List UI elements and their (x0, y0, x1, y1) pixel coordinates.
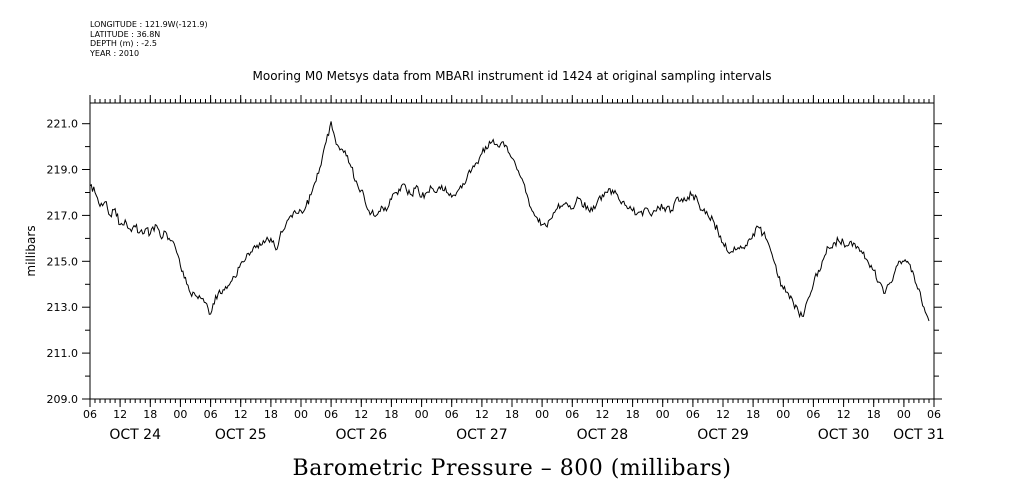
chart-caption: Barometric Pressure – 800 (millibars) (293, 456, 732, 481)
x-hour-label: 18 (867, 408, 881, 421)
x-hour-label: 12 (837, 408, 851, 421)
y-tick-label: 209.0 (47, 393, 79, 406)
depth-text: DEPTH (m) : -2.5 (90, 39, 157, 49)
x-day-label: OCT 27 (456, 427, 508, 443)
x-day-label: OCT 30 (818, 427, 870, 443)
y-tick-label: 211.0 (47, 347, 79, 360)
x-hour-label: 12 (475, 408, 489, 421)
longitude-text: LONGITUDE : 121.9W(-121.9) (90, 20, 208, 29)
x-day-label: OCT 29 (697, 427, 749, 443)
y-tick-label: 217.0 (47, 209, 79, 222)
x-hour-label: 00 (656, 408, 670, 421)
pressure-series-line (89, 121, 930, 322)
x-hour-label: 00 (776, 408, 790, 421)
x-day-label: OCT 24 (109, 427, 161, 443)
x-hour-label: 06 (445, 408, 459, 421)
latitude-text: LATITUDE : 36.8N (90, 29, 161, 39)
minor-ticks (89, 99, 935, 403)
x-hour-label: 06 (686, 408, 700, 421)
y-tick-label: 221.0 (47, 118, 79, 131)
x-hour-label: 18 (746, 408, 760, 421)
y-tick-label: 213.0 (47, 301, 79, 314)
x-hour-label: 06 (565, 408, 579, 421)
x-hour-label: 00 (173, 408, 187, 421)
x-hour-label: 12 (595, 408, 609, 421)
x-hour-label: 18 (384, 408, 398, 421)
x-hour-label: 06 (83, 408, 97, 421)
x-hour-label: 18 (505, 408, 519, 421)
x-hour-label: 00 (897, 408, 911, 421)
x-hour-label: 12 (716, 408, 730, 421)
x-hour-label: 06 (806, 408, 820, 421)
x-day-label: OCT 25 (215, 427, 267, 443)
x-hour-label: 12 (234, 408, 248, 421)
x-hour-label: 12 (113, 408, 127, 421)
x-day-label: OCT 28 (577, 427, 629, 443)
x-day-label: OCT 31 (893, 427, 945, 443)
x-day-label: OCT 26 (335, 427, 387, 443)
x-hour-label: 00 (535, 408, 549, 421)
x-axis: 06 12 18 00 06 12 18 00 06 12 18 00 06 12 18 00 06 12 18 00… (83, 95, 945, 443)
y-tick-label: 215.0 (47, 255, 79, 268)
x-hour-label: 06 (927, 408, 941, 421)
x-hour-label: 06 (204, 408, 218, 421)
y-tick-label: 219.0 (47, 164, 79, 177)
x-hour-label: 00 (415, 408, 429, 421)
plot-frame (89, 102, 935, 400)
x-hour-label: 18 (143, 408, 157, 421)
y-axis: 209.0 211.0 213.0 215.0 217.0 219.0 221.0 (47, 118, 942, 406)
x-hour-label: 00 (294, 408, 308, 421)
y-axis-label: millibars (24, 225, 38, 276)
chart-title: Mooring M0 Metsys data from MBARI instru… (253, 69, 772, 83)
year-text: YEAR : 2010 (90, 48, 140, 58)
x-hour-label: 18 (264, 408, 278, 421)
x-hour-label: 06 (324, 408, 338, 421)
x-hour-label: 18 (626, 408, 640, 421)
station-metadata: LONGITUDE : 121.9W(-121.9) LATITUDE : 36… (90, 20, 208, 58)
x-hour-label: 12 (354, 408, 368, 421)
